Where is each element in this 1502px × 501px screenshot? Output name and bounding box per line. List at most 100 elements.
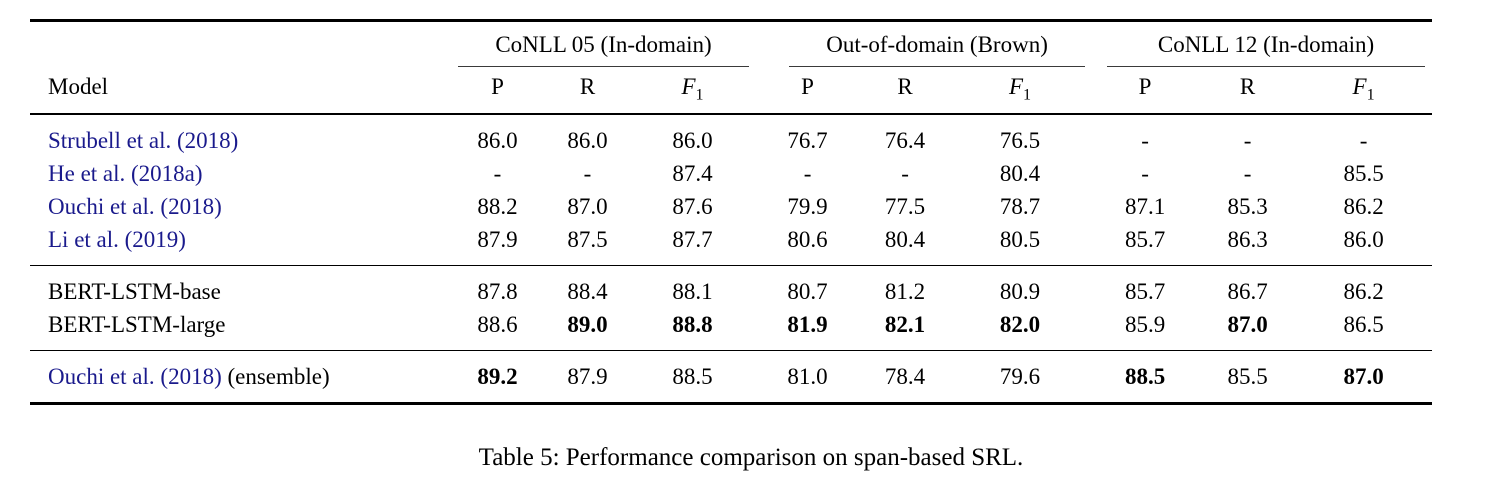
table-row: BERT-LSTM-large 88.6 89.0 88.8 81.9 82.1 82.0 8… — [30, 308, 1432, 351]
metric-cell: 78.7 — [999, 194, 1041, 219]
metric-cell: 80.4 — [884, 227, 926, 252]
metric-cell: - — [493, 161, 502, 186]
model-cell: He et al. (2018a) — [30, 157, 450, 190]
metric-cell: 88.6 — [477, 312, 518, 337]
metric-cell: 87.6 — [672, 194, 713, 219]
model-column-header: Model — [30, 67, 450, 115]
metric-column-header: F1 — [950, 67, 1091, 115]
metric-cell: 81.0 — [755, 350, 861, 404]
metric-cell: - — [1359, 128, 1368, 153]
metric-cell: 86.0 — [672, 128, 713, 153]
metric-cell: 85.7 — [1090, 265, 1201, 308]
metric-cell: 81.9 — [787, 312, 828, 337]
metric-cell: 87.0 — [1227, 312, 1268, 337]
metric-cell: - — [583, 161, 592, 186]
model-name: BERT-LSTM-base — [48, 279, 221, 304]
metric-cell: 89.0 — [567, 312, 608, 337]
column-group-label: Out-of-domain (Brown) — [789, 31, 1086, 67]
metric-cell: 86.3 — [1227, 227, 1268, 252]
metric-column-header: R — [545, 67, 630, 115]
metric-cell: 82.0 — [999, 312, 1041, 337]
metric-cell: 87.0 — [567, 194, 608, 219]
model-cell: Ouchi et al. (2018) (ensemble) — [30, 350, 450, 404]
table-row: Ouchi et al. (2018) 88.2 87.0 87.6 79.9 77.5 7… — [30, 190, 1432, 223]
column-group-header-row: CoNLL 05 (In-domain) Out-of-domain (Brown… — [30, 21, 1432, 68]
metric-cell: 80.5 — [999, 227, 1041, 252]
metric-cell: 77.5 — [884, 194, 926, 219]
model-cell: BERT-LSTM-large — [30, 308, 450, 351]
metric-cell: 76.4 — [884, 128, 926, 153]
metric-cell: 85.5 — [1200, 350, 1296, 404]
results-table-container: CoNLL 05 (In-domain) Out-of-domain (Brown… — [30, 19, 1433, 405]
metric-cell: 86.0 — [1343, 227, 1384, 252]
model-cell: Li et al. (2019) — [30, 223, 450, 266]
column-group-header: CoNLL 05 (In-domain) — [450, 21, 755, 67]
metric-column-header: P — [755, 67, 861, 115]
metric-cell: 80.6 — [787, 227, 828, 252]
table-row: Strubell et al. (2018) 86.0 86.0 86.0 76.7 76… — [30, 114, 1432, 157]
metric-column-header: R — [860, 67, 951, 115]
citation-link[interactable]: He et al. (2018a) — [48, 161, 203, 186]
metric-cell: 76.7 — [787, 128, 828, 153]
metric-cell: 82.1 — [884, 312, 926, 337]
metric-column-header: F1 — [1295, 67, 1433, 115]
metric-cell: 80.7 — [755, 265, 861, 308]
citation-link[interactable]: Ouchi et al. (2018) — [48, 364, 222, 389]
metric-cell: 87.8 — [450, 265, 545, 308]
metric-cell: 85.7 — [1124, 227, 1166, 252]
column-group-label: CoNLL 05 (In-domain) — [458, 31, 750, 67]
metric-cell: - — [1141, 128, 1149, 153]
metric-cell: - — [1141, 161, 1149, 186]
metric-cell: 85.3 — [1227, 194, 1268, 219]
metric-column-header: P — [450, 67, 545, 115]
metric-header-row: Model P R F1 P R F1 P R F1 — [30, 67, 1433, 115]
metric-column-header: R — [1200, 67, 1296, 115]
table-caption: Table 5: Performance comparison on span-… — [478, 444, 1024, 471]
metric-cell: - — [901, 161, 909, 186]
metric-cell: 87.1 — [1124, 194, 1166, 219]
metric-cell: 76.5 — [999, 128, 1041, 153]
metric-cell: 78.4 — [860, 350, 951, 404]
model-name: BERT-LSTM-large — [48, 312, 226, 337]
metric-cell: 88.5 — [630, 350, 756, 404]
metric-cell: 81.2 — [860, 265, 951, 308]
table-row: BERT-LSTM-base 87.8 88.4 88.1 80.7 81.2 80.9 85… — [30, 265, 1433, 308]
results-table: CoNLL 05 (In-domain) Out-of-domain (Brown… — [30, 19, 1433, 405]
metric-column-header: P — [1090, 67, 1201, 115]
metric-cell: 88.1 — [630, 265, 756, 308]
metric-cell: 86.5 — [1343, 312, 1384, 337]
metric-cell: 87.7 — [672, 227, 713, 252]
metric-cell: 88.8 — [672, 312, 713, 337]
metric-cell: 87.0 — [1295, 350, 1433, 404]
metric-cell: 79.9 — [787, 194, 828, 219]
metric-cell: 89.2 — [450, 350, 545, 404]
citation-link[interactable]: Li et al. (2019) — [48, 227, 186, 252]
metric-cell: 86.2 — [1295, 265, 1433, 308]
column-group-header: CoNLL 12 (In-domain) — [1090, 21, 1432, 67]
citation-link[interactable]: Strubell et al. (2018) — [48, 128, 239, 153]
metric-cell: - — [1243, 161, 1252, 186]
model-name-suffix: (ensemble) — [221, 364, 330, 389]
metric-cell: 88.2 — [477, 194, 518, 219]
metric-cell: 80.9 — [950, 265, 1091, 308]
metric-cell: 88.4 — [545, 265, 630, 308]
metric-cell: 86.0 — [567, 128, 608, 153]
metric-column-header: F1 — [630, 67, 756, 115]
column-group-label: CoNLL 12 (In-domain) — [1107, 31, 1426, 67]
metric-cell: 85.9 — [1124, 312, 1166, 337]
metric-cell: - — [803, 161, 812, 186]
metric-cell: 86.2 — [1343, 194, 1384, 219]
metric-cell: 79.6 — [950, 350, 1091, 404]
model-cell: Strubell et al. (2018) — [30, 114, 450, 157]
metric-cell: 87.5 — [567, 227, 608, 252]
group-header-spacer — [30, 21, 450, 68]
citation-link[interactable]: Ouchi et al. (2018) — [48, 194, 222, 219]
metric-cell: 85.5 — [1343, 161, 1384, 186]
table-row: Li et al. (2019) 87.9 87.5 87.7 80.6 80.4 80.5… — [30, 223, 1432, 266]
model-cell: BERT-LSTM-base — [30, 265, 450, 308]
metric-cell: 86.0 — [477, 128, 518, 153]
metric-cell: 87.9 — [477, 227, 518, 252]
metric-cell: 88.5 — [1090, 350, 1201, 404]
column-group-header: Out-of-domain (Brown) — [755, 21, 1090, 67]
table-row: Ouchi et al. (2018) (ensemble) 89.2 87.9 88… — [30, 350, 1433, 404]
